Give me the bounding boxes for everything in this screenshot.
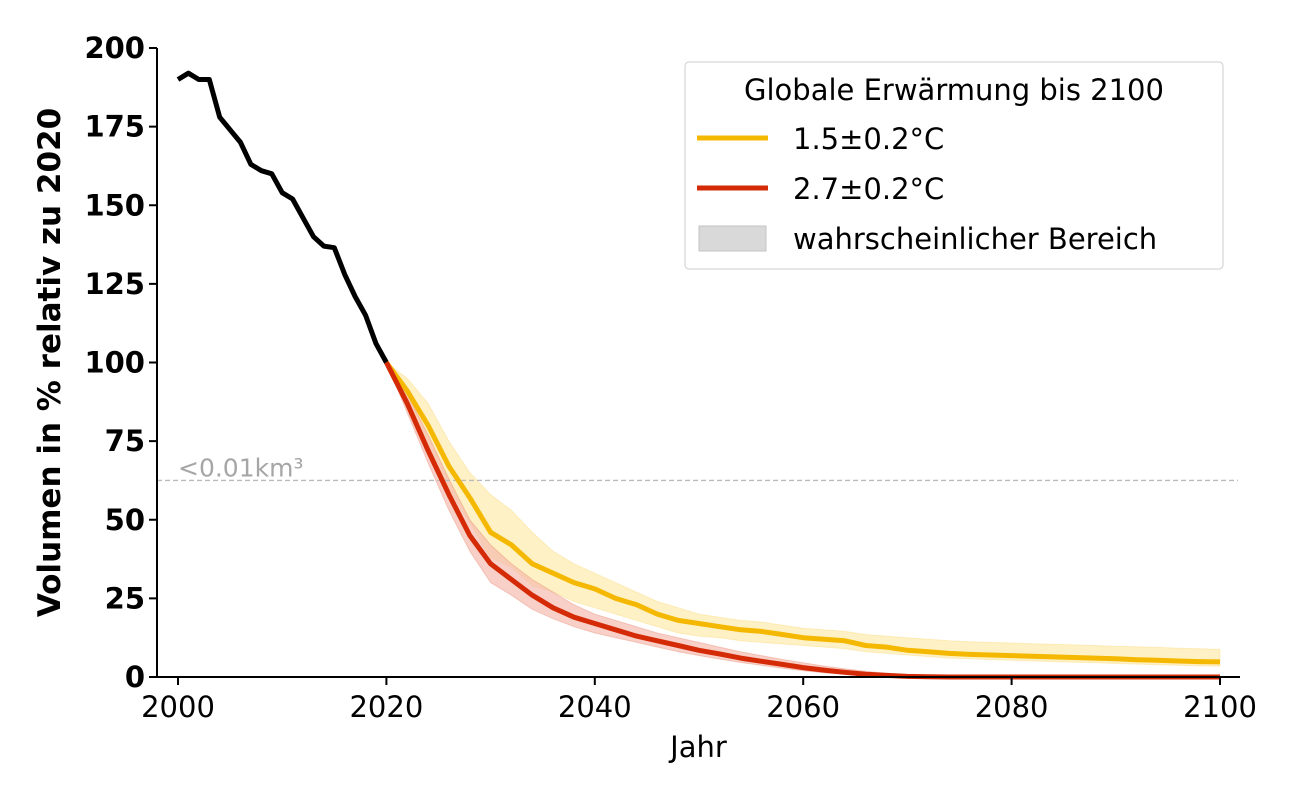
x-axis-label: Jahr bbox=[668, 730, 727, 764]
legend-label-1-5c: 1.5±0.2°C bbox=[793, 122, 944, 156]
x-ticks: 2000 2020 2040 2060 2080 2100 bbox=[141, 677, 1257, 724]
legend-label-2-7c: 2.7±0.2°C bbox=[793, 172, 944, 206]
y-tick-label: 75 bbox=[105, 424, 145, 458]
legend-patch-likely-range bbox=[698, 225, 767, 252]
legend-label-likely-range: wahrscheinlicher Bereich bbox=[793, 222, 1157, 256]
legend-title: Globale Erwärmung bis 2100 bbox=[744, 73, 1164, 107]
line-series-1 bbox=[384, 361, 1221, 665]
x-tick-label: 2060 bbox=[766, 690, 840, 724]
x-tick-label: 2020 bbox=[349, 690, 423, 724]
y-tick-label: 125 bbox=[84, 267, 145, 301]
y-tick-label: 0 bbox=[125, 660, 145, 694]
x-tick-label: 2040 bbox=[558, 690, 632, 724]
band-series-1 bbox=[385, 362, 1221, 667]
threshold-line-group: <0.01km³ bbox=[157, 453, 1238, 482]
legend: Globale Erwärmung bis 2100 1.5±0.2°C 2.7… bbox=[684, 61, 1224, 270]
x-tick-label: 2100 bbox=[1183, 690, 1257, 724]
y-tick-label: 50 bbox=[105, 503, 145, 537]
y-tick-label: 175 bbox=[84, 110, 145, 144]
legend-box bbox=[684, 61, 1224, 270]
y-tick-label: 100 bbox=[84, 346, 145, 380]
x-tick-label: 2000 bbox=[141, 690, 215, 724]
threshold-label: <0.01km³ bbox=[178, 453, 303, 482]
y-tick-label: 25 bbox=[105, 581, 145, 615]
y-ticks: 0 25 50 75 100 125 150 175 200 bbox=[84, 31, 157, 694]
y-axis-label: Volumen in % relativ zu 2020 bbox=[32, 108, 68, 617]
y-tick-label: 200 bbox=[84, 31, 145, 65]
line-series-0 bbox=[176, 70, 389, 364]
uncertainty-bands bbox=[385, 362, 1221, 678]
band-series-2 bbox=[385, 362, 1220, 678]
y-tick-label: 150 bbox=[84, 188, 145, 222]
x-tick-label: 2080 bbox=[975, 690, 1049, 724]
